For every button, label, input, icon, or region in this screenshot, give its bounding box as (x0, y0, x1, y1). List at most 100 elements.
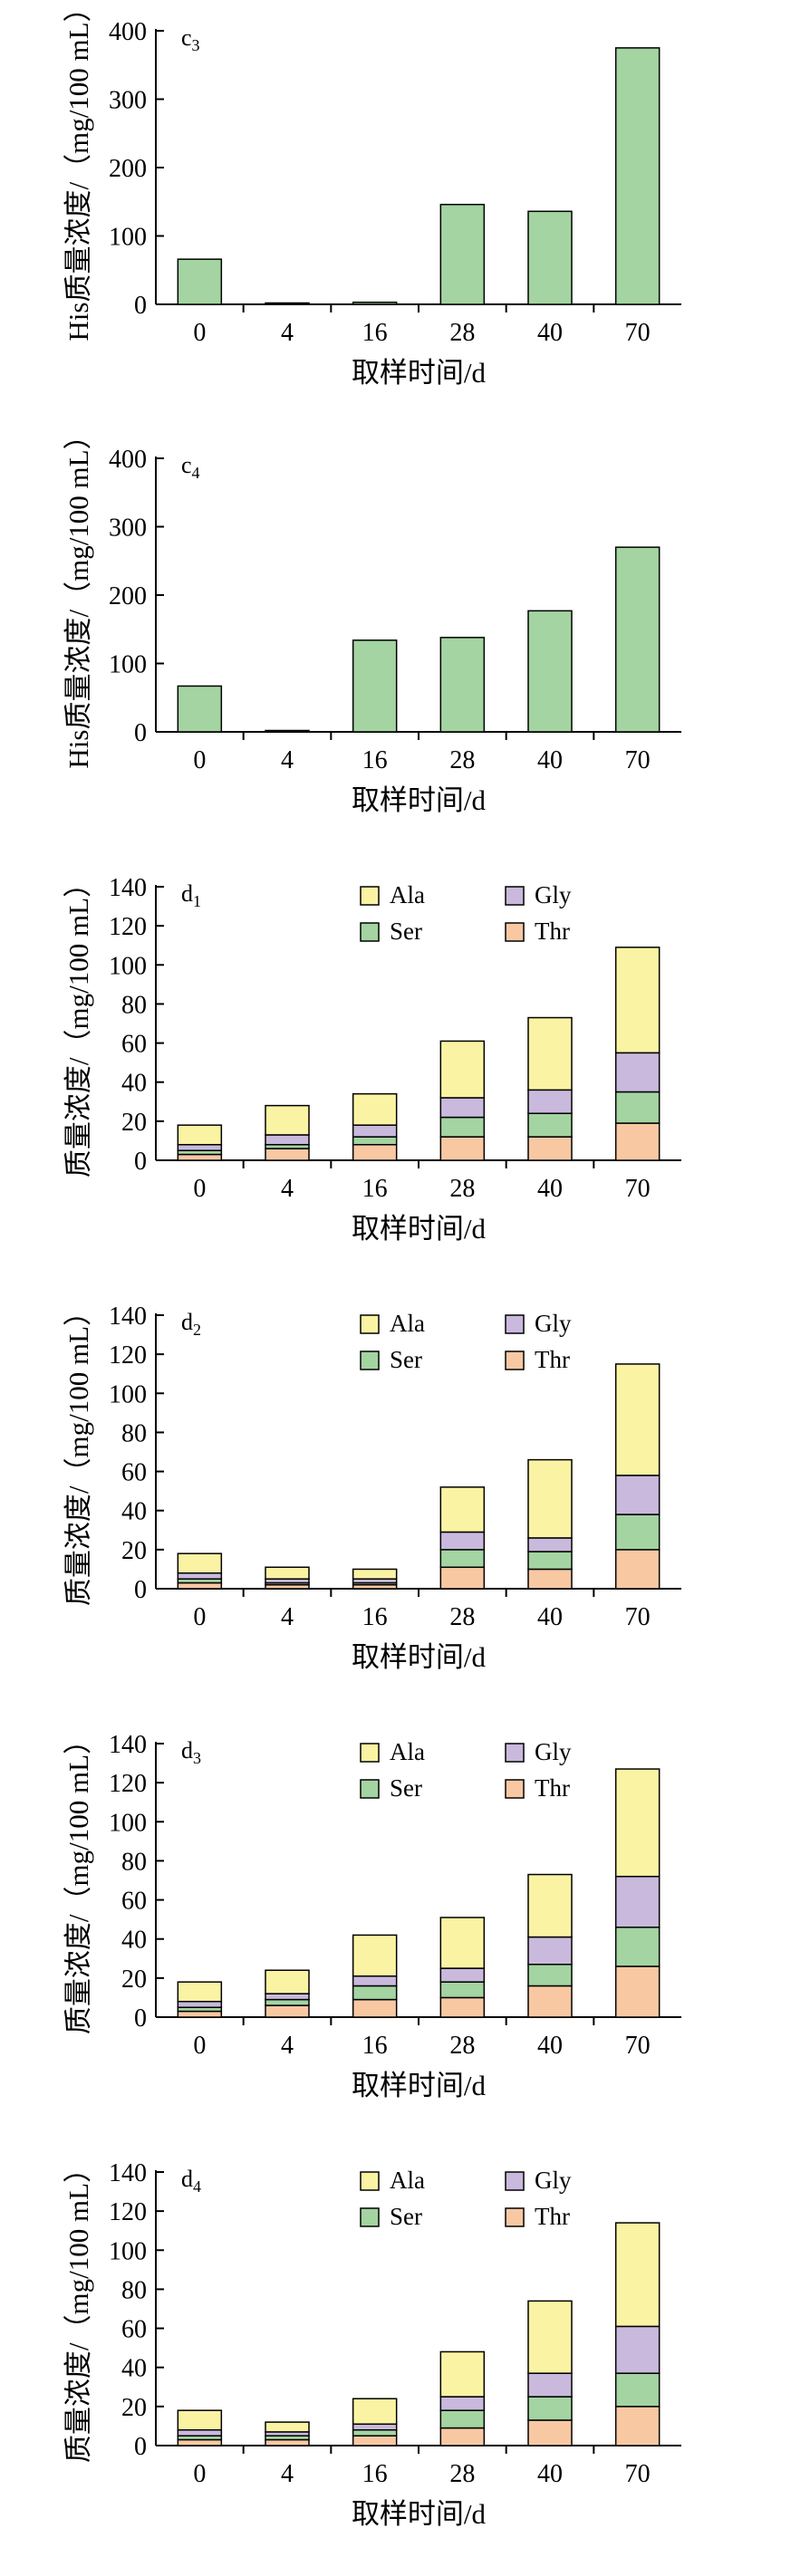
legend-label-ser: Ser (390, 1346, 422, 1373)
chart-panel-d4: 0 20 40 60 80 100 120 140 0 4 16 28 40 70 d4 Ala Gly Ser T… (0, 2141, 810, 2576)
x-tick-label: 4 (281, 319, 294, 347)
bar-segment-ala-40 (527, 1873, 573, 1938)
bar-segment-gly-0 (177, 2000, 223, 2008)
x-tick-label: 4 (281, 1175, 294, 1203)
legend-label-gly: Gly (535, 881, 572, 908)
bar-segment-ala-16 (352, 1568, 398, 1580)
y-axis-title: His质量浓度/（mg/100 mL） (63, 428, 94, 769)
y-axis-title: 质量浓度/（mg/100 mL） (63, 1298, 94, 1606)
y-tick-label: 40 (121, 1498, 147, 1526)
x-axis-title: 取样时间/d (352, 784, 487, 816)
x-tick-label: 70 (625, 2460, 651, 2488)
y-tick-label: 300 (109, 514, 147, 543)
y-tick-label: 80 (121, 991, 147, 1019)
y-tick-label: 140 (109, 2159, 147, 2187)
bar-segment-ala-4 (265, 1104, 310, 1136)
x-tick-label: 0 (193, 2032, 206, 2060)
x-tick-label: 28 (449, 319, 475, 347)
bar-segment-ala-0 (177, 1124, 223, 1146)
y-tick-label: 100 (109, 1380, 147, 1408)
bar-segment-gly-0 (177, 1143, 223, 1151)
bar-segment-thr-40 (527, 1985, 573, 2018)
bar-segment-ala-4 (265, 2421, 310, 2433)
bar-segment-ala-16 (352, 2398, 398, 2426)
x-tick-label: 70 (625, 1175, 651, 1203)
y-tick-label: 60 (121, 2316, 147, 2344)
panel-label: c3 (181, 24, 200, 54)
y-tick-label: 120 (109, 1341, 147, 1370)
bar-segment-thr-70 (614, 1122, 661, 1161)
legend-swatch-thr (505, 1779, 525, 1799)
y-tick-label: 200 (109, 582, 147, 610)
bar-segment-ala-4 (265, 1969, 310, 1994)
bar-segment-ser-4 (265, 1998, 310, 2006)
x-axis-title: 取样时间/d (352, 1641, 487, 1673)
panel-label: c4 (181, 452, 200, 482)
legend-swatch-ala (360, 2171, 380, 2191)
x-axis-title: 取样时间/d (352, 2498, 487, 2530)
bar-segment-gly-40 (527, 1089, 573, 1114)
bar-segment-gly-70 (614, 1475, 661, 1515)
legend-label-ala: Ala (390, 1310, 425, 1337)
y-tick-label: 0 (134, 1148, 147, 1176)
bar-segment-gly-16 (352, 1975, 398, 1987)
x-tick-label: 0 (193, 746, 206, 774)
bar-segment-ser-28 (439, 2409, 486, 2429)
bar-segment-thr-40 (527, 2419, 573, 2446)
legend-swatch-thr (505, 1350, 525, 1370)
legend-label-ser: Ser (390, 918, 422, 945)
bar-segment-gly-40 (527, 2372, 573, 2398)
bar-segment-ala-16 (352, 1934, 398, 1977)
bar-segment-ala-0 (177, 2409, 223, 2431)
x-tick-label: 28 (449, 2460, 475, 2488)
bar-segment-gly-40 (527, 1936, 573, 1966)
y-tick-label: 100 (109, 651, 147, 679)
bar-segment-ala-40 (527, 1016, 573, 1091)
bar-16 (352, 301, 398, 305)
y-tick-label: 300 (109, 87, 147, 115)
bar-40 (527, 610, 573, 733)
bar-segment-ser-40 (527, 1551, 573, 1571)
y-axis-title: His质量浓度/（mg/100 mL） (63, 0, 94, 341)
legend-swatch-thr (505, 2207, 525, 2227)
bar-segment-gly-70 (614, 1875, 661, 1928)
bar-segment-thr-70 (614, 1966, 661, 2018)
bar-segment-ala-70 (614, 1363, 661, 1476)
x-tick-label: 28 (449, 1603, 475, 1631)
y-tick-label: 40 (121, 1927, 147, 1955)
bar-segment-gly-0 (177, 1572, 223, 1580)
chart-svg-d1: 0 20 40 60 80 100 120 140 0 4 16 28 40 70 d1 Ala Gly Ser T… (63, 870, 681, 1245)
legend-swatch-ser (360, 922, 380, 942)
x-tick-label: 16 (362, 1603, 388, 1631)
bar-segment-ala-4 (265, 1566, 310, 1580)
x-axis-title: 取样时间/d (352, 357, 487, 389)
bar-segment-thr-16 (352, 1998, 398, 2018)
legend-label-ala: Ala (390, 2167, 425, 2194)
chart-panel-d2: 0 20 40 60 80 100 120 140 0 4 16 28 40 70 d2 Ala Gly Ser T… (0, 1284, 810, 1719)
x-tick-label: 0 (193, 2460, 206, 2488)
bar-segment-ala-28 (439, 1486, 486, 1533)
legend-label-thr: Thr (535, 1774, 570, 1802)
bar-segment-ala-40 (527, 2300, 573, 2374)
bar-segment-ser-40 (527, 1964, 573, 1987)
bar-segment-ala-16 (352, 1092, 398, 1126)
bar-segment-ser-16 (352, 1985, 398, 2001)
legend-label-ala: Ala (390, 881, 425, 908)
x-tick-label: 16 (362, 2032, 388, 2060)
legend-swatch-ala (360, 886, 380, 906)
x-tick-label: 40 (537, 1175, 563, 1203)
y-tick-label: 80 (121, 1419, 147, 1447)
legend-swatch-ala (360, 1743, 380, 1763)
bar-segment-gly-16 (352, 1124, 398, 1138)
x-tick-label: 70 (625, 746, 651, 774)
bar-segment-ser-40 (527, 1112, 573, 1138)
y-tick-label: 20 (121, 1109, 147, 1137)
x-tick-label: 28 (449, 2032, 475, 2060)
bar-70 (614, 546, 661, 733)
bar-segment-ser-70 (614, 1514, 661, 1551)
bar-segment-gly-28 (439, 1097, 486, 1119)
y-tick-label: 40 (121, 2355, 147, 2383)
bar-segment-thr-0 (177, 2010, 223, 2018)
bar-segment-ser-70 (614, 1927, 661, 1967)
x-tick-label: 70 (625, 2032, 651, 2060)
